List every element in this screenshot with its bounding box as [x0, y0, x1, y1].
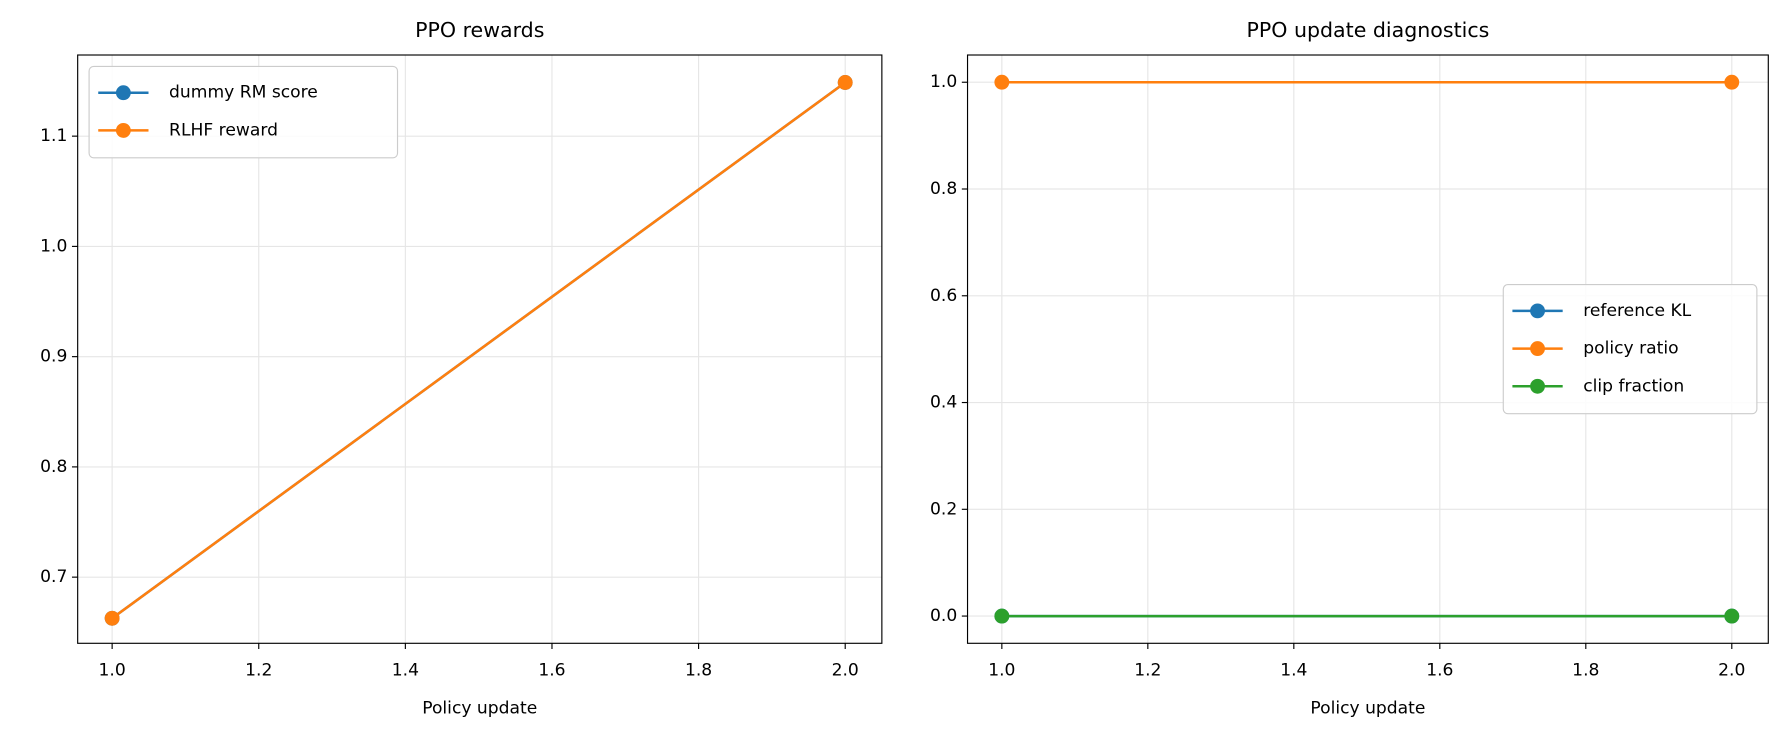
y-tick-label: 0.9: [40, 347, 67, 367]
legend-box: [1502, 284, 1758, 415]
point: [837, 75, 853, 90]
point: [104, 610, 120, 626]
legend-box: [88, 65, 399, 159]
x-tick-label: 1.2: [1134, 661, 1161, 681]
point: [1724, 74, 1740, 90]
legend-label: reference KL: [1583, 301, 1691, 321]
x-axis-label: Policy update: [422, 698, 537, 718]
y-tick-label: 0.6: [930, 286, 957, 306]
y-tick-label: 0.8: [930, 179, 957, 199]
y-tick-label: 0.4: [930, 393, 957, 413]
legend-marker: [1530, 303, 1545, 319]
legend-label: clip fraction: [1583, 376, 1684, 396]
x-tick-label: 1.6: [1426, 661, 1453, 681]
point: [994, 74, 1010, 90]
series-line: [111, 81, 846, 620]
chart-title: PPO update diagnostics: [1246, 18, 1489, 42]
y-tick-label: 1.0: [930, 72, 957, 92]
legend-label: policy ratio: [1583, 339, 1678, 359]
legend-marker: [115, 122, 131, 138]
x-tick-label: 1.2: [245, 661, 272, 681]
x-tick-label: 1.8: [685, 661, 712, 681]
y-tick-label: 0.2: [930, 499, 957, 519]
plot-frame: [966, 54, 1769, 644]
x-tick-label: 2.0: [1718, 661, 1745, 681]
x-tick-label: 1.6: [538, 661, 565, 681]
x-tick-label: 2.0: [832, 661, 859, 681]
y-tick-label: 0.0: [930, 606, 957, 626]
legend-marker: [115, 85, 131, 101]
x-tick-label: 1.4: [392, 661, 419, 681]
legend-marker: [1530, 378, 1545, 394]
point: [1724, 608, 1740, 624]
x-tick-label: 1.0: [988, 661, 1015, 681]
x-tick-label: 1.8: [1572, 661, 1599, 681]
plot-frame: [77, 54, 883, 644]
legend-marker: [1530, 341, 1545, 357]
x-axis-label: Policy update: [1310, 698, 1425, 718]
point: [994, 608, 1010, 624]
legend-label: dummy RM score: [169, 83, 318, 103]
y-tick-label: 1.1: [40, 126, 67, 146]
x-tick-label: 1.4: [1280, 661, 1307, 681]
chart-title: PPO rewards: [415, 18, 544, 42]
y-tick-label: 0.7: [40, 567, 67, 587]
x-tick-label: 1.0: [99, 661, 126, 681]
legend-label: RLHF reward: [169, 120, 278, 140]
y-tick-label: 0.8: [40, 457, 67, 477]
y-tick-label: 1.0: [40, 236, 67, 256]
